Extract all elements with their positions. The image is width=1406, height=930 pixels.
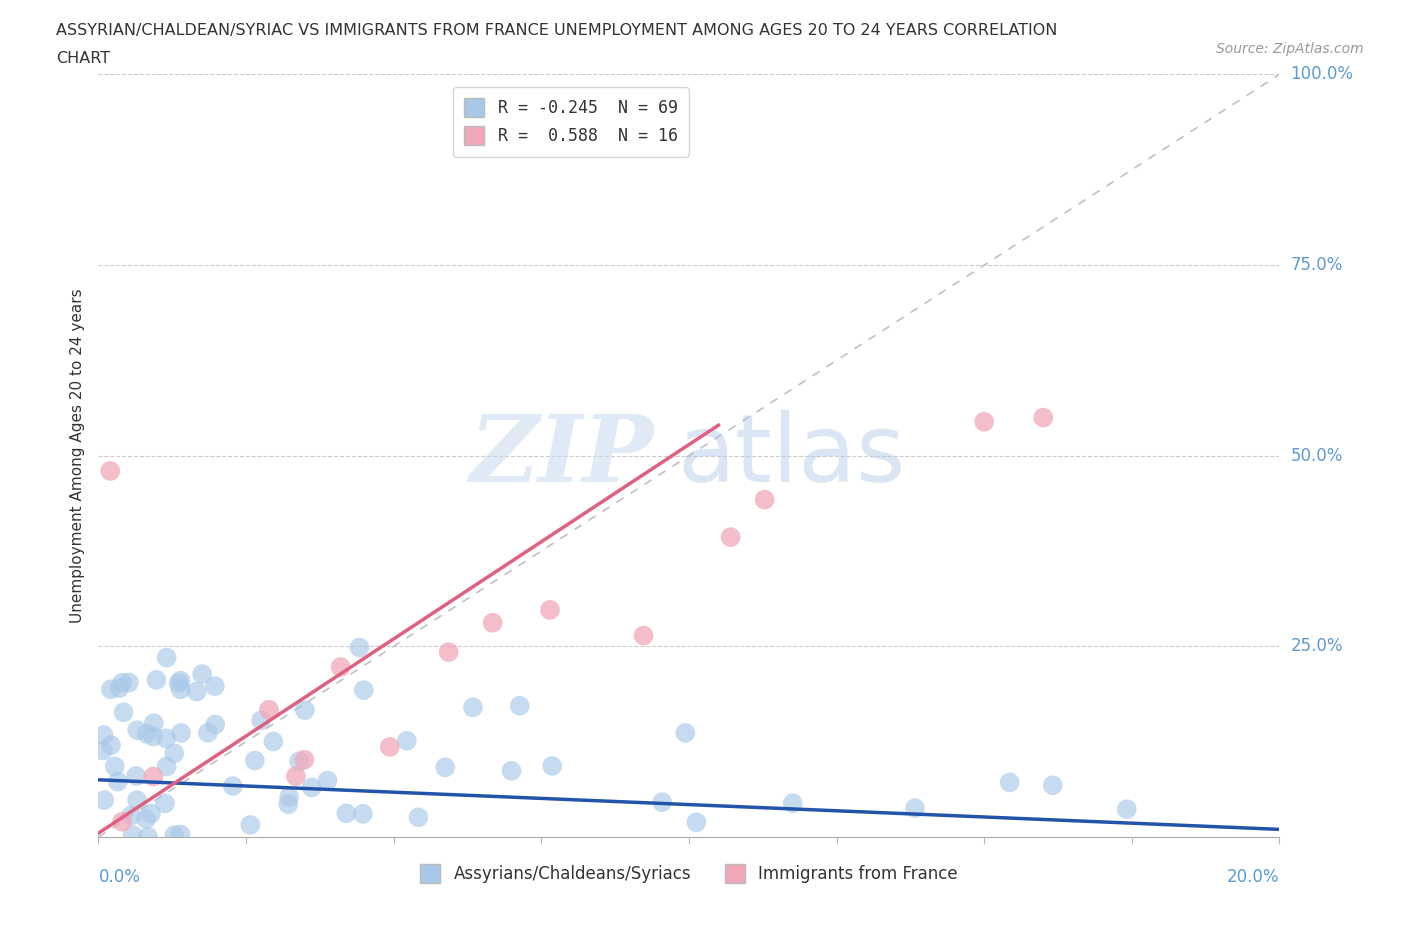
Point — [170, 725, 193, 740]
Point — [136, 830, 159, 844]
Point — [125, 768, 148, 783]
Point — [93, 792, 115, 807]
Point — [673, 725, 696, 740]
Point — [973, 414, 995, 429]
Point — [1115, 802, 1137, 817]
Legend: Assyrians/Chaldeans/Syriacs, Immigrants from France: Assyrians/Chaldeans/Syriacs, Immigrants … — [413, 857, 965, 890]
Text: ZIP: ZIP — [470, 411, 654, 500]
Point — [167, 675, 190, 690]
Point — [145, 672, 167, 687]
Point — [408, 810, 430, 825]
Point — [262, 734, 284, 749]
Text: CHART: CHART — [56, 51, 110, 66]
Point — [782, 796, 804, 811]
Text: 20.0%: 20.0% — [1227, 868, 1279, 885]
Point — [91, 743, 114, 758]
Point — [142, 729, 165, 744]
Point — [125, 792, 148, 807]
Point — [461, 700, 484, 715]
Point — [142, 769, 165, 784]
Point — [294, 752, 316, 767]
Text: ASSYRIAN/CHALDEAN/SYRIAC VS IMMIGRANTS FROM FRANCE UNEMPLOYMENT AMONG AGES 20 TO: ASSYRIAN/CHALDEAN/SYRIAC VS IMMIGRANTS F… — [56, 23, 1057, 38]
Point — [98, 463, 121, 478]
Point — [112, 705, 135, 720]
Point — [197, 725, 219, 740]
Point — [111, 815, 134, 830]
Text: 0.0%: 0.0% — [98, 868, 141, 885]
Point — [222, 778, 245, 793]
Text: 25.0%: 25.0% — [1291, 637, 1343, 656]
Point — [204, 679, 226, 694]
Text: 75.0%: 75.0% — [1291, 256, 1343, 274]
Point — [329, 659, 352, 674]
Point — [163, 828, 186, 843]
Point — [169, 673, 191, 688]
Point — [651, 795, 673, 810]
Point — [104, 759, 127, 774]
Point — [135, 812, 157, 827]
Point — [395, 733, 418, 748]
Point — [169, 827, 191, 842]
Point — [538, 603, 561, 618]
Point — [100, 682, 122, 697]
Point — [378, 739, 401, 754]
Point — [142, 716, 165, 731]
Point — [437, 644, 460, 659]
Point — [107, 774, 129, 789]
Point — [108, 681, 131, 696]
Point — [139, 806, 162, 821]
Point — [288, 753, 311, 768]
Point — [93, 727, 115, 742]
Point — [204, 717, 226, 732]
Point — [155, 731, 177, 746]
Point — [120, 808, 142, 823]
Point — [186, 684, 208, 699]
Point — [239, 817, 262, 832]
Point — [135, 726, 157, 741]
Point — [155, 759, 177, 774]
Point — [121, 828, 143, 843]
Point — [277, 797, 299, 812]
Point — [633, 628, 655, 643]
Point — [100, 737, 122, 752]
Point — [155, 650, 177, 665]
Point — [294, 703, 316, 718]
Point — [352, 806, 374, 821]
Text: 100.0%: 100.0% — [1291, 65, 1354, 84]
Point — [501, 764, 523, 778]
Point — [301, 780, 323, 795]
Point — [169, 682, 191, 697]
Point — [257, 702, 280, 717]
Point — [127, 723, 149, 737]
Text: 50.0%: 50.0% — [1291, 446, 1343, 465]
Point — [243, 753, 266, 768]
Point — [153, 796, 176, 811]
Point — [481, 616, 503, 631]
Point — [1032, 410, 1054, 425]
Point — [118, 675, 141, 690]
Point — [541, 759, 564, 774]
Point — [434, 760, 457, 775]
Point — [349, 640, 371, 655]
Point — [1042, 777, 1064, 792]
Point — [278, 790, 301, 804]
Point — [685, 815, 707, 830]
Point — [509, 698, 531, 713]
Point — [353, 683, 375, 698]
Point — [316, 773, 339, 788]
Point — [191, 667, 214, 682]
Point — [284, 769, 307, 784]
Point — [720, 530, 742, 545]
Point — [163, 746, 186, 761]
Y-axis label: Unemployment Among Ages 20 to 24 years: Unemployment Among Ages 20 to 24 years — [69, 288, 84, 623]
Text: Source: ZipAtlas.com: Source: ZipAtlas.com — [1216, 42, 1364, 56]
Point — [250, 713, 273, 728]
Point — [904, 801, 927, 816]
Point — [998, 775, 1021, 790]
Text: atlas: atlas — [678, 410, 905, 501]
Point — [754, 492, 776, 507]
Point — [335, 806, 357, 821]
Point — [111, 675, 134, 690]
